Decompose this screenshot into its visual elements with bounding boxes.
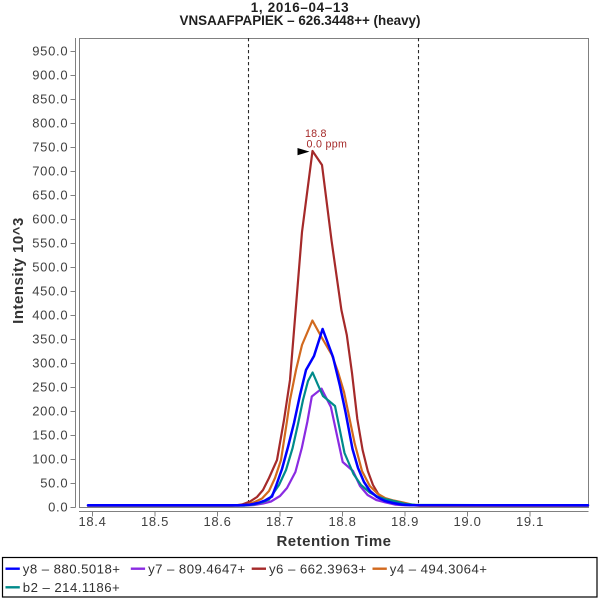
svg-text:y4 – 494.3064+: y4 – 494.3064+ [390,561,488,576]
svg-text:250.0: 250.0 [32,380,68,395]
svg-text:19.0: 19.0 [453,514,481,529]
svg-text:Retention Time: Retention Time [276,533,391,550]
svg-text:50.0: 50.0 [40,476,68,491]
svg-text:150.0: 150.0 [32,428,68,443]
svg-text:600.0: 600.0 [32,212,68,227]
svg-text:500.0: 500.0 [32,260,68,275]
svg-text:0.0: 0.0 [48,500,68,515]
svg-text:650.0: 650.0 [32,188,68,203]
svg-text:18.5: 18.5 [141,514,169,529]
svg-text:1, 2016–04–13: 1, 2016–04–13 [251,0,349,15]
svg-text:b2 – 214.1186+: b2 – 214.1186+ [23,580,120,595]
svg-text:y8 – 880.5018+: y8 – 880.5018+ [23,561,121,576]
svg-text:18.8: 18.8 [328,514,356,529]
svg-text:550.0: 550.0 [32,236,68,251]
svg-text:350.0: 350.0 [32,332,68,347]
svg-text:900.0: 900.0 [32,68,68,83]
svg-text:950.0: 950.0 [32,44,68,59]
svg-text:450.0: 450.0 [32,284,68,299]
svg-text:18.8: 18.8 [305,128,327,140]
svg-text:300.0: 300.0 [32,356,68,371]
svg-text:y6 – 662.3963+: y6 – 662.3963+ [269,561,367,576]
svg-text:19.1: 19.1 [516,514,544,529]
svg-text:18.4: 18.4 [78,514,106,529]
svg-text:700.0: 700.0 [32,164,68,179]
svg-text:VNSAAFPAPIEK – 626.3448++ (hea: VNSAAFPAPIEK – 626.3448++ (heavy) [180,13,421,28]
svg-text:100.0: 100.0 [32,452,68,467]
svg-text:750.0: 750.0 [32,140,68,155]
svg-text:800.0: 800.0 [32,116,68,131]
svg-text:18.6: 18.6 [203,514,231,529]
svg-text:400.0: 400.0 [32,308,68,323]
svg-text:200.0: 200.0 [32,404,68,419]
svg-text:18.7: 18.7 [266,514,294,529]
svg-text:850.0: 850.0 [32,92,68,107]
svg-text:Intensity 10^3: Intensity 10^3 [10,217,27,324]
svg-text:0.0 ppm: 0.0 ppm [307,139,348,151]
svg-text:18.9: 18.9 [391,514,419,529]
svg-text:y7 – 809.4647+: y7 – 809.4647+ [148,561,246,576]
